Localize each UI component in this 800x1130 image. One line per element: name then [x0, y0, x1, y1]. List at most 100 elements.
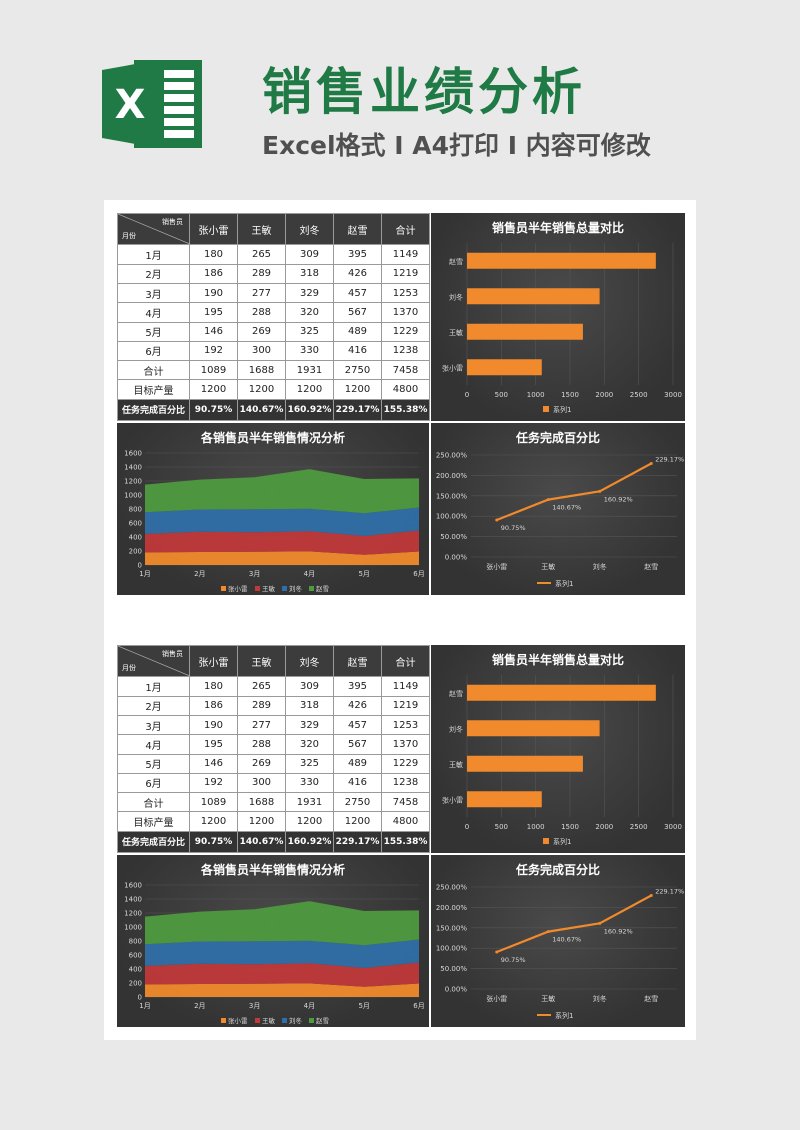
- line-data-label: 90.75%: [501, 524, 526, 532]
- table-cell: 1238: [381, 772, 430, 794]
- table-cell: 180: [189, 676, 238, 697]
- table-cell: 192: [189, 772, 238, 794]
- line-point: [495, 518, 499, 522]
- table-cell: 265: [237, 244, 286, 265]
- area-y-tick-label: 200: [129, 548, 142, 556]
- table-cell: 1200: [333, 379, 382, 400]
- area-chart-panel: 各销售员半年销售情况分析 0 200 400 600 800 1000 1200 1400 16…: [117, 855, 429, 1027]
- line-x-tick-label: 张小雷: [486, 994, 507, 1003]
- table-cell: 1200: [189, 379, 238, 400]
- bar-legend-label: 系列1: [553, 837, 571, 846]
- table-cell: 330: [285, 772, 334, 794]
- table-cell: 1688: [237, 792, 286, 813]
- line-point: [649, 893, 653, 897]
- line-y-tick-label: 50.00%: [440, 533, 467, 541]
- area-x-tick-label: 2月: [194, 1002, 205, 1010]
- bar-x-tick-label: 3000: [664, 391, 682, 399]
- area-chart-title: 各销售员半年销售情况分析: [200, 431, 345, 445]
- table-cell: 318: [285, 695, 334, 716]
- row-label: 1月: [117, 244, 190, 265]
- line-x-tick-label: 赵雪: [644, 562, 658, 571]
- bar-x-tick-label: 500: [495, 823, 508, 831]
- area-chart-title: 各销售员半年销售情况分析: [200, 863, 345, 877]
- area-legend-label: 赵雪: [316, 1016, 329, 1025]
- table-cell: 269: [237, 321, 286, 342]
- bar-chart-title: 销售员半年销售总量对比: [491, 221, 624, 235]
- bar-chart-title: 销售员半年销售总量对比: [491, 653, 624, 667]
- bar-x-tick-label: 500: [495, 391, 508, 399]
- line-chart: 0.00% 50.00% 100.00% 150.00% 200.00% 250.00% 9…: [436, 452, 684, 589]
- bar-category-label: 刘冬: [449, 292, 463, 301]
- sales-table: 销售员 月份 张小雷 王敏 刘冬 赵雪 合计 1月 180 265 309 395 114…: [117, 644, 430, 854]
- row-label: 3月: [117, 282, 190, 304]
- area-legend-swatch: [282, 586, 287, 591]
- area-series-mark: [145, 939, 419, 968]
- row-label: 合计: [117, 360, 190, 381]
- bar-legend-swatch: [543, 838, 549, 844]
- line-y-tick-label: 50.00%: [440, 965, 467, 973]
- line-legend-label: 系列1: [555, 579, 573, 588]
- area-x-tick-label: 2月: [194, 570, 205, 578]
- bar-category-label: 王敏: [449, 328, 463, 337]
- line-chart-title: 任务完成百分比: [515, 863, 600, 877]
- line-x-tick-label: 刘冬: [593, 562, 607, 571]
- bar-x-tick-label: 2500: [630, 823, 648, 831]
- bar-legend-swatch: [543, 406, 549, 412]
- area-legend-swatch: [255, 586, 260, 591]
- table-cell: 7458: [381, 792, 430, 813]
- line-x-tick-label: 赵雪: [644, 994, 658, 1003]
- area-y-tick-label: 1400: [124, 464, 142, 472]
- area-x-tick-label: 5月: [358, 1002, 369, 1010]
- table-cell: 1370: [381, 734, 430, 755]
- line-y-tick-label: 200.00%: [436, 904, 467, 912]
- percent-cell: 229.17%: [333, 398, 382, 422]
- table-cell: 288: [237, 734, 286, 755]
- column-header: 张小雷: [189, 644, 238, 678]
- area-legend-swatch: [221, 1018, 226, 1023]
- table-cell: 395: [333, 676, 382, 697]
- table-cell: 325: [285, 321, 334, 342]
- table-corner-cell: 销售员 月份: [117, 212, 190, 246]
- table-cell: 2750: [333, 792, 382, 813]
- table-cell: 1200: [285, 811, 334, 832]
- table-cell: 146: [189, 753, 238, 774]
- line-y-tick-label: 0.00%: [445, 986, 468, 994]
- table-cell: 1149: [381, 676, 430, 697]
- line-y-tick-label: 100.00%: [436, 513, 467, 521]
- table-cell: 309: [285, 676, 334, 697]
- bar-mark: [467, 252, 656, 269]
- row-label: 3月: [117, 714, 190, 736]
- bar-x-tick-label: 2500: [630, 391, 648, 399]
- area-legend-swatch: [309, 586, 314, 591]
- table-cell: 320: [285, 734, 334, 755]
- area-y-tick-label: 1600: [124, 882, 142, 890]
- area-chart: 0 200 400 600 800 1000 1200 1400 1600 1月 2月 3月 4月 5月 6…: [124, 882, 425, 1026]
- table-row: 2月 186 289 318 426 1219: [117, 263, 430, 284]
- area-y-tick-label: 600: [129, 952, 142, 960]
- table-cell: 4800: [381, 811, 430, 832]
- table-cell: 1149: [381, 244, 430, 265]
- line-series-mark: [496, 462, 652, 521]
- area-legend-swatch: [221, 586, 226, 591]
- bar-category-label: 张小雷: [442, 363, 463, 372]
- table-cell: 325: [285, 753, 334, 774]
- table-cell: 195: [189, 302, 238, 323]
- area-y-tick-label: 400: [129, 534, 142, 542]
- line-chart-panel: 任务完成百分比 0.00% 50.00% 100.00% 150.00% 200.00%…: [431, 423, 685, 595]
- bar-category-label: 刘冬: [449, 724, 463, 733]
- table-cell: 269: [237, 753, 286, 774]
- line-chart-panel: 任务完成百分比 0.00% 50.00% 100.00% 150.00% 200.00%…: [431, 855, 685, 1027]
- table-cell: 190: [189, 714, 238, 736]
- excel-logo-icon: X: [102, 60, 202, 148]
- table-cell: 309: [285, 244, 334, 265]
- table-row: 5月 146 269 325 489 1229: [117, 321, 430, 342]
- column-header: 合计: [381, 644, 430, 678]
- corner-label-month: 月份: [122, 664, 136, 673]
- table-cell: 277: [237, 282, 286, 304]
- area-x-tick-label: 3月: [249, 1002, 260, 1010]
- table-row: 目标产量 1200 1200 1200 1200 4800: [117, 379, 430, 400]
- table-cell: 426: [333, 263, 382, 284]
- line-y-tick-label: 150.00%: [436, 492, 467, 500]
- row-label: 6月: [117, 772, 190, 794]
